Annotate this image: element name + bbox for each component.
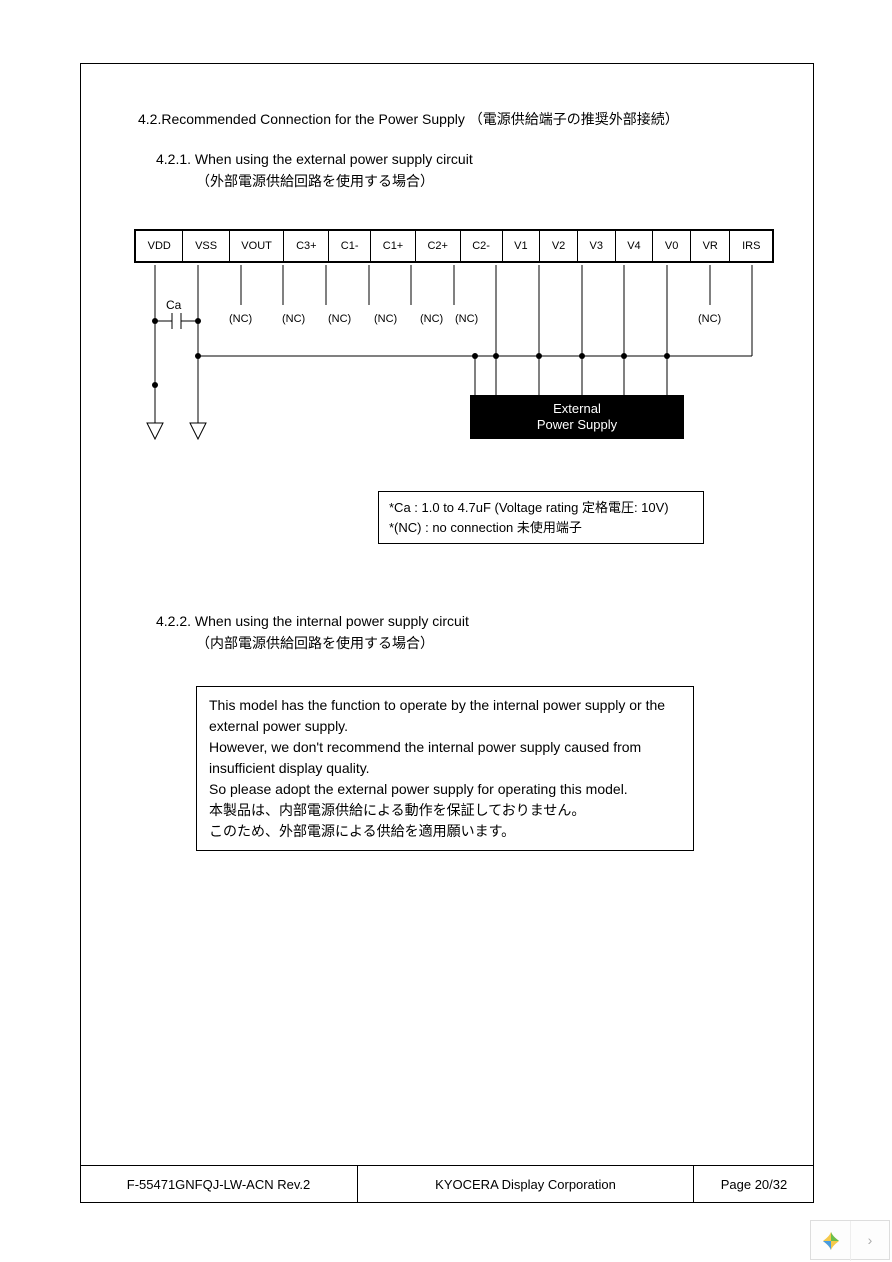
nc-label: (NC) xyxy=(282,313,305,325)
nc-label: (NC) xyxy=(455,313,478,325)
legend-box: *Ca : 1.0 to 4.7uF (Voltage rating 定格電圧:… xyxy=(378,491,704,544)
footer-model-rev: F-55471GNFQJ-LW-ACN Rev.2 xyxy=(80,1166,358,1203)
page-content: 4.2.Recommended Connection for the Power… xyxy=(80,63,814,1203)
legend-line-2: *(NC) : no connection 未使用端子 xyxy=(389,518,693,538)
note-p3: So please adopt the external power suppl… xyxy=(209,779,681,800)
section-title-4-2-2-jp: （内部電源供給回路を使用する場合） xyxy=(196,633,434,653)
note-p4: 本製品は、内部電源供給による動作を保証しておりません。 xyxy=(209,800,681,821)
capacitor-label: Ca xyxy=(166,298,181,312)
nc-label: (NC) xyxy=(229,313,252,325)
page-nav-widget: › xyxy=(810,1220,890,1260)
note-p5: このため、外部電源による供給を適用願います。 xyxy=(209,821,681,842)
chevron-right-icon[interactable]: › xyxy=(851,1221,889,1259)
footer-company: KYOCERA Display Corporation xyxy=(358,1166,694,1203)
note-box: This model has the function to operate b… xyxy=(196,686,694,851)
nc-label: (NC) xyxy=(328,313,351,325)
ext-ps-line1: External xyxy=(553,401,601,417)
note-p2: However, we don't recommend the internal… xyxy=(209,737,681,779)
note-p1: This model has the function to operate b… xyxy=(209,695,681,737)
page-footer: F-55471GNFQJ-LW-ACN Rev.2 KYOCERA Displa… xyxy=(80,1165,814,1203)
footer-page: Page 20/32 xyxy=(694,1166,814,1203)
external-power-supply-box: External Power Supply xyxy=(470,395,684,439)
circuit-diagram xyxy=(80,63,814,493)
nc-label: (NC) xyxy=(420,313,443,325)
nc-label: (NC) xyxy=(698,313,721,325)
nc-label: (NC) xyxy=(374,313,397,325)
legend-line-1: *Ca : 1.0 to 4.7uF (Voltage rating 定格電圧:… xyxy=(389,498,693,518)
section-title-4-2-2: 4.2.2. When using the internal power sup… xyxy=(156,613,469,629)
ext-ps-line2: Power Supply xyxy=(537,417,617,433)
logo-icon[interactable] xyxy=(811,1221,851,1261)
